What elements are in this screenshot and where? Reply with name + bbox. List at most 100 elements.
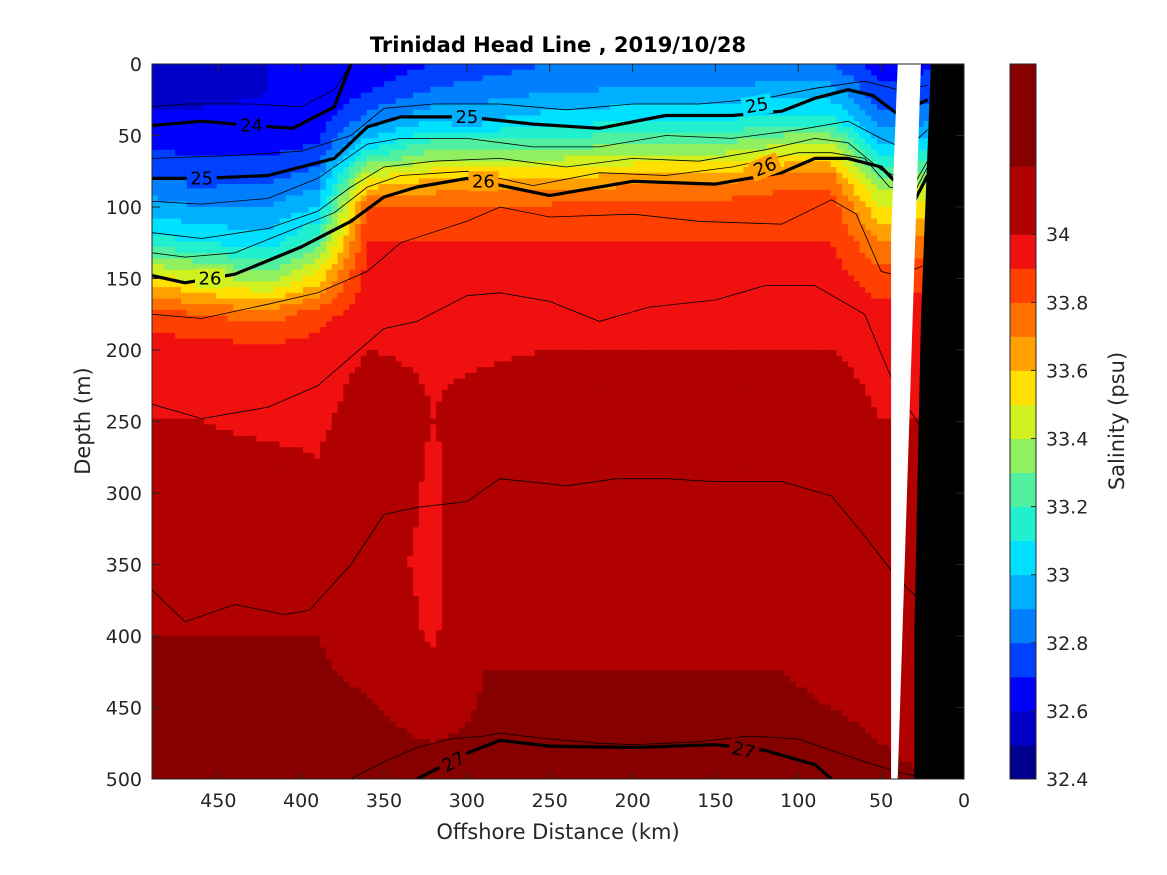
field-cell [268,555,275,563]
field-cell [308,653,315,660]
field-cell [297,464,304,471]
field-cell [378,184,385,191]
field-cell [268,418,275,425]
field-cell [291,430,298,437]
field-cell [326,321,333,328]
field-cell [308,81,315,88]
field-cell [215,647,223,654]
field-cell [204,86,211,94]
field-cell [204,698,211,706]
field-cell [163,624,170,631]
field-cell [378,344,385,351]
field-cell [302,676,310,683]
field-cell [349,658,356,666]
field-cell [163,567,170,574]
field-cell [175,550,182,557]
field-cell [204,138,211,145]
field-cell [331,229,339,237]
field-cell [279,361,286,368]
field-cell [372,756,379,763]
field-cell [163,172,170,179]
field-cell [198,647,205,654]
field-cell [320,441,327,448]
field-cell [210,767,217,774]
field-cell [343,109,350,117]
field-cell [268,504,275,511]
field-cell [163,670,170,677]
field-cell [308,441,315,448]
field-cell [355,658,362,666]
field-cell [256,218,263,225]
field-cell [175,189,182,197]
field-cell [355,126,362,134]
field-cell [268,281,275,288]
field-cell [210,624,217,631]
field-cell [250,424,257,431]
field-cell [239,555,246,563]
field-cell [308,430,315,437]
field-cell [320,98,327,105]
field-cell [366,121,373,128]
field-cell [227,498,234,506]
field-cell [175,521,182,528]
field-cell [331,630,339,637]
field-cell [163,481,170,488]
field-cell [186,676,194,683]
field-cell [349,636,356,643]
field-cell [372,401,379,408]
field-cell [366,435,373,443]
field-cell [302,447,310,454]
field-cell [343,452,350,460]
field-cell [349,304,356,311]
field-cell [372,321,379,328]
field-cell [366,355,373,363]
field-cell [343,550,350,557]
field-cell [244,595,252,603]
field-cell [337,430,344,437]
field-cell [285,515,292,523]
field-cell [256,144,263,151]
field-cell [349,395,356,403]
field-cell [337,710,344,717]
field-cell [210,521,217,528]
field-cell [239,355,246,363]
field-cell [326,767,333,774]
field-cell [291,555,298,563]
field-cell [297,304,304,311]
field-cell [210,327,217,334]
field-cell [233,258,240,265]
field-cell [366,527,373,534]
field-cell [291,561,298,568]
field-cell [186,361,194,368]
field-cell [250,470,257,477]
field-cell [337,372,344,380]
field-cell [227,350,234,357]
field-cell [291,281,298,288]
field-cell [169,458,176,465]
field-cell [163,372,170,380]
field-cell [302,75,310,82]
field-cell [233,561,240,568]
field-cell [268,452,275,460]
field-cell [204,716,211,723]
field-cell [157,613,165,620]
field-cell [314,321,321,328]
field-cell [343,636,350,643]
field-cell [308,573,315,580]
field-cell [349,332,356,340]
field-cell [279,550,286,557]
field-cell [331,275,339,282]
field-cell [337,109,344,117]
field-cell [279,126,286,134]
field-cell [366,126,373,134]
field-cell [355,435,362,443]
field-cell [355,710,362,717]
field-cell [308,104,315,111]
field-cell [169,630,176,637]
field-cell [256,441,263,448]
field-cell [250,550,257,557]
field-cell [262,138,269,145]
field-cell [157,161,165,168]
field-cell [314,567,321,574]
field-cell [210,693,217,700]
